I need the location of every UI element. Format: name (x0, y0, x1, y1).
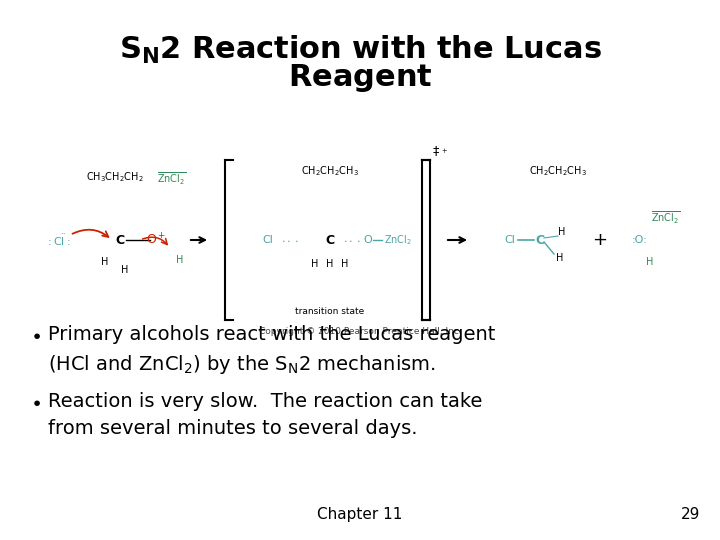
Text: $\ddagger$: $\ddagger$ (432, 144, 440, 158)
Text: +: + (593, 231, 608, 249)
Text: Primary alcohols react with the Lucas reagent
(HCl and ZnCl$_2$) by the S$_\math: Primary alcohols react with the Lucas re… (48, 325, 495, 375)
Text: Chapter 11: Chapter 11 (318, 507, 402, 522)
Text: $\overline{\mathrm{ZnCl_2}}$: $\overline{\mathrm{ZnCl_2}}$ (652, 210, 680, 226)
Text: $^+$: $^+$ (440, 148, 449, 158)
Text: transition state: transition state (295, 307, 364, 316)
Text: CH$_2$CH$_2$CH$_3$: CH$_2$CH$_2$CH$_3$ (529, 164, 587, 178)
Text: Reaction is very slow.  The reaction can take
from several minutes to several da: Reaction is very slow. The reaction can … (48, 392, 482, 437)
Text: Cl: Cl (263, 235, 274, 245)
Text: H: H (558, 227, 566, 237)
Text: H: H (102, 257, 109, 267)
Text: H: H (326, 259, 333, 269)
Text: $\cdot\cdot\cdot$: $\cdot\cdot\cdot$ (343, 235, 361, 245)
Text: Copyright © 2010 Pearson Prentice Hall, Inc.: Copyright © 2010 Pearson Prentice Hall, … (258, 327, 462, 336)
Text: H: H (121, 265, 129, 275)
Text: H: H (647, 257, 654, 267)
Text: $\bullet$: $\bullet$ (30, 392, 41, 411)
Text: C: C (536, 233, 544, 246)
Text: 29: 29 (680, 507, 700, 522)
Text: $\mathbf{S_N}$$\mathbf{2\ Reaction\ with\ the\ Lucas}$: $\mathbf{S_N}$$\mathbf{2\ Reaction\ with… (119, 34, 601, 66)
Text: $\bullet$: $\bullet$ (30, 325, 41, 344)
Text: :O:: :O: (632, 235, 648, 245)
Text: C: C (115, 233, 125, 246)
Text: $\cdot\cdot\cdot$: $\cdot\cdot\cdot$ (281, 235, 299, 245)
Text: CH$_2$CH$_2$CH$_3$: CH$_2$CH$_2$CH$_3$ (301, 164, 359, 178)
Text: $\mathbf{Reagent}$: $\mathbf{Reagent}$ (287, 62, 433, 94)
Text: CH$_3$CH$_2$CH$_2$: CH$_3$CH$_2$CH$_2$ (86, 170, 144, 184)
Text: H: H (176, 255, 184, 265)
Text: O: O (364, 235, 372, 245)
Text: $\overline{\mathrm{ZnCl_2}}$: $\overline{\mathrm{ZnCl_2}}$ (158, 170, 186, 187)
Text: $\ddot{\mathrm{:Cl:}}$: $\ddot{\mathrm{:Cl:}}$ (45, 232, 71, 248)
Text: O$^+$: O$^+$ (146, 232, 166, 248)
Text: H: H (557, 253, 564, 263)
Text: ZnCl$_2$: ZnCl$_2$ (384, 233, 412, 247)
Text: H: H (311, 259, 319, 269)
Text: Cl: Cl (505, 235, 516, 245)
Text: H: H (341, 259, 348, 269)
Text: C: C (325, 233, 335, 246)
